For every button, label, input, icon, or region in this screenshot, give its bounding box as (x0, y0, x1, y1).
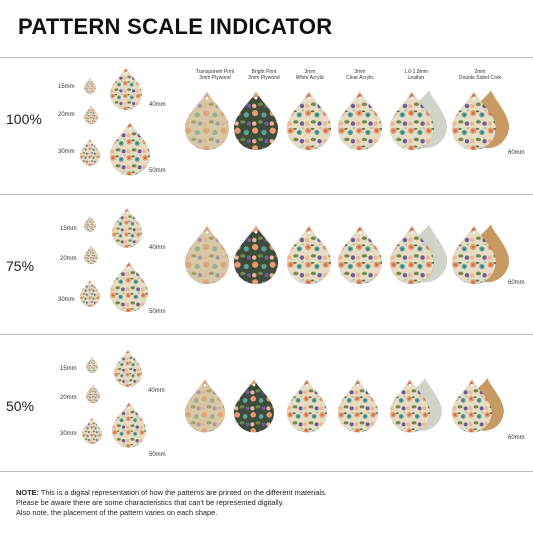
material-swatch-leather (389, 224, 447, 285)
material-swatch-leather (389, 90, 447, 151)
scale-label-100: 100% (6, 111, 42, 127)
material-swatch-white-acrylic (286, 91, 332, 151)
size-label-20mm: 20mm (60, 395, 77, 401)
size-swatch-large-0-1 (109, 122, 151, 176)
material-header-cork: 2mm Double Sided Cork (459, 69, 501, 81)
divider-bottom (0, 471, 533, 472)
size-label-30mm: 30mm (58, 149, 75, 155)
size-swatch-2-2 (82, 417, 102, 445)
material-swatch-clear-acrylic (337, 379, 379, 433)
scale-label-50: 50% (6, 398, 35, 414)
divider-100-75 (0, 194, 533, 195)
size-swatch-large-2-0 (113, 349, 143, 388)
size-label-30mm: 30mm (60, 431, 77, 437)
material-swatch-white-acrylic (286, 225, 332, 285)
material-swatch-plywood-transparent (184, 379, 226, 433)
material-swatch-plywood-transparent (184, 91, 230, 151)
size-label-15mm: 15mm (60, 366, 77, 372)
size-swatch-2-1 (85, 384, 101, 404)
scale-label-75: 75% (6, 258, 35, 274)
size-swatch-0-1 (83, 105, 99, 125)
material-swatch-plywood-bright (233, 225, 279, 285)
size-swatch-1-1 (83, 245, 99, 265)
divider-75-50 (0, 334, 533, 335)
size-label-50mm: 50mm (149, 309, 166, 315)
material-header-white-acrylic: 3mm White Acrylic (295, 69, 325, 81)
size-label-20mm: 20mm (60, 256, 77, 262)
note-line-1: This is a digital representation of how … (39, 488, 327, 497)
material-swatch-plywood-transparent (184, 225, 230, 285)
size-label-60mm: 60mm (508, 435, 525, 441)
size-label-60mm: 60mm (508, 150, 525, 156)
material-swatch-leather (389, 378, 442, 433)
size-label-50mm: 50mm (149, 168, 166, 174)
note-line-3: Also note, the placement of the pattern … (16, 508, 218, 517)
size-swatch-large-0-0 (109, 67, 143, 111)
material-swatch-plywood-bright (233, 91, 279, 151)
material-swatch-clear-acrylic (337, 91, 383, 151)
size-swatch-0-0 (83, 77, 97, 94)
material-header-clear-acrylic: 3mm Clear Acrylic (346, 69, 374, 81)
material-header-plywood-bright: Bright Print 3mm Plywood (248, 69, 280, 81)
material-swatch-cork (451, 378, 504, 433)
material-swatch-plywood-bright (233, 379, 275, 433)
material-swatch-cork (451, 224, 509, 285)
divider-top (0, 57, 533, 58)
size-label-15mm: 15mm (60, 226, 77, 232)
material-swatch-clear-acrylic (337, 225, 383, 285)
size-swatch-2-0 (85, 356, 99, 373)
size-label-30mm: 30mm (58, 297, 75, 303)
size-swatch-0-2 (79, 139, 101, 166)
size-label-40mm: 40mm (149, 102, 166, 108)
size-label-20mm: 20mm (58, 112, 75, 118)
material-header-leather: 1.6-1.8mm Leather (404, 69, 428, 81)
size-swatch-large-1-1 (109, 261, 149, 313)
size-swatch-1-2 (79, 280, 101, 307)
note-line-2: Please be aware there are some character… (16, 498, 284, 507)
note-block: NOTE: This is a digital representation o… (16, 488, 521, 518)
size-swatch-large-1-0 (111, 207, 143, 248)
size-label-15mm: 15mm (58, 84, 75, 90)
size-label-50mm: 50mm (149, 452, 166, 458)
material-header-plywood-transparent: Transparent Print 3mm Plywood (195, 69, 235, 81)
size-label-40mm: 40mm (149, 245, 166, 251)
size-swatch-1-0 (83, 215, 97, 232)
size-label-40mm: 40mm (148, 388, 165, 394)
note-prefix: NOTE: (16, 488, 39, 497)
size-label-60mm: 60mm (508, 280, 525, 286)
material-swatch-white-acrylic (286, 379, 328, 433)
page-title: PATTERN SCALE INDICATOR (18, 14, 333, 39)
size-swatch-large-2-1 (111, 402, 147, 448)
material-swatch-cork (451, 90, 509, 151)
